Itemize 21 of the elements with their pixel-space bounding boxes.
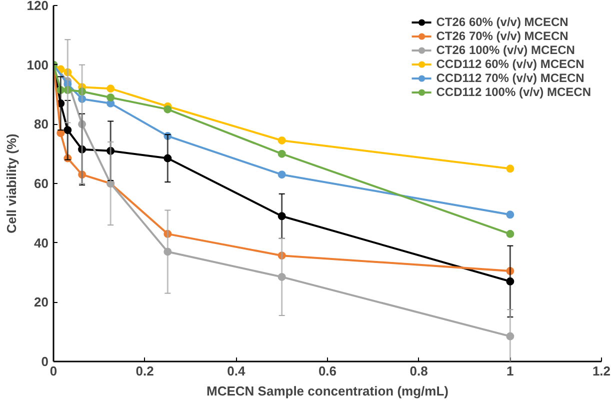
y-tick-label: 100: [26, 57, 49, 72]
x-tick-label: 0.2: [136, 364, 154, 378]
legend-label: CT26 100% (v/v) MCECN: [436, 43, 575, 57]
x-tick-label: 0.8: [410, 364, 428, 378]
y-tick-label: 0: [41, 354, 49, 369]
y-tick-label: 80: [34, 116, 49, 132]
y-tick-label: 20: [34, 294, 49, 310]
legend-label: CT26 60% (v/v) MCECN: [436, 15, 568, 29]
x-tick-label: 0.6: [318, 364, 337, 378]
legend-label: CCD112 70% (v/v) MCECN: [436, 71, 584, 85]
y-tick-label: 40: [34, 235, 49, 250]
y-tick-label: 60: [34, 176, 49, 191]
x-axis-title: MCECN Sample concentration (mg/mL): [206, 384, 448, 398]
y-axis-title: Cell viability (%): [4, 134, 19, 234]
y-tick-label: 120: [26, 0, 49, 13]
x-tick-label: 1: [506, 364, 514, 378]
legend-label: CCD112 100% (v/v) MCECN: [436, 85, 591, 99]
x-tick-label: 1.2: [592, 364, 611, 378]
legend-label: CT26 70% (v/v) MCECN: [436, 29, 568, 43]
legend-label: CCD112 60% (v/v) MCECN: [436, 57, 584, 71]
x-tick-label: 0.4: [227, 364, 246, 378]
